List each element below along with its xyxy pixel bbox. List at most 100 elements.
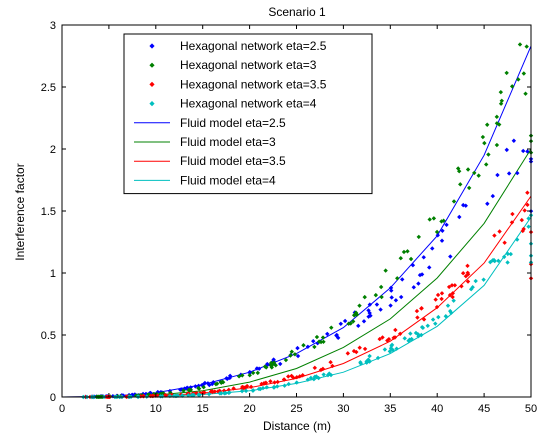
hexagonal-network-point <box>393 298 399 303</box>
x-axis-label: Distance (m) <box>263 419 331 433</box>
hexagonal-network-point <box>354 349 359 355</box>
hexagonal-network-point <box>193 384 198 389</box>
hexagonal-network-point <box>379 294 384 300</box>
hexagonal-network-point <box>199 382 205 388</box>
hexagonal-network-point <box>374 302 380 307</box>
hexagonal-network-point <box>525 202 530 208</box>
hexagonal-network-point <box>231 386 236 391</box>
hexagonal-network-point <box>295 345 300 351</box>
x-tick-label: 45 <box>478 403 490 415</box>
legend-label: Hexagonal network eta=3.5 <box>180 77 327 91</box>
hexagonal-network-point <box>436 314 441 320</box>
legend-label: Fluid model eta=4 <box>180 173 276 187</box>
hexagonal-network-point <box>393 327 398 333</box>
hexagonal-network-point <box>410 263 416 268</box>
hexagonal-network-point <box>525 149 530 154</box>
hexagonal-network-point <box>202 380 208 386</box>
hexagonal-network-point <box>375 355 381 361</box>
hexagonal-network-point <box>275 379 280 385</box>
hexagonal-network-point <box>305 377 311 382</box>
hexagonal-network-point <box>248 384 254 390</box>
hexagonal-network-point <box>186 393 191 398</box>
hexagonal-network-point <box>470 285 475 290</box>
hexagonal-network-point <box>224 376 229 381</box>
hexagonal-network-point <box>269 365 274 370</box>
hexagonal-network-point <box>311 338 316 344</box>
chart-title: Scenario 1 <box>268 5 326 19</box>
x-tick-label: 35 <box>384 403 396 415</box>
hexagonal-network-point <box>385 338 390 343</box>
hexagonal-network-point <box>430 246 435 251</box>
hexagonal-network-point <box>395 276 400 281</box>
hexagonal-network-point <box>264 385 270 390</box>
hexagonal-network-point <box>338 321 343 326</box>
hexagonal-network-point <box>490 193 496 199</box>
x-tick-label: 0 <box>59 403 65 415</box>
x-tick-label: 20 <box>243 403 255 415</box>
hexagonal-network-point <box>451 199 457 204</box>
hexagonal-network-point <box>434 229 440 235</box>
hexagonal-network-point <box>484 162 489 167</box>
hexagonal-network-point <box>361 319 367 324</box>
hexagonal-network-point <box>321 372 326 377</box>
y-tick-label: 1 <box>50 268 56 280</box>
hexagonal-network-point <box>446 284 452 290</box>
hexagonal-network-point <box>316 375 321 381</box>
hexagonal-network-point <box>329 325 334 330</box>
hexagonal-network-point <box>190 392 195 398</box>
hexagonal-network-point <box>389 288 394 293</box>
hexagonal-network-point <box>405 249 410 254</box>
hexagonal-network-point <box>391 335 396 341</box>
hexagonal-network-point <box>300 373 305 378</box>
hexagonal-network-point <box>398 331 403 336</box>
hexagonal-network-point <box>433 321 438 326</box>
hexagonal-network-point <box>509 220 515 225</box>
hexagonal-network-markers <box>81 42 534 400</box>
legend: Hexagonal network eta=2.5 Hexagonal netwo… <box>123 33 373 195</box>
hexagonal-network-point <box>383 268 388 273</box>
hexagonal-network-point <box>196 385 201 391</box>
hexagonal-network-point <box>416 281 421 286</box>
hexagonal-network-point <box>481 277 486 282</box>
hexagonal-network-point <box>465 263 470 269</box>
hexagonal-network-point <box>425 323 430 328</box>
hexagonal-network-point <box>294 374 300 380</box>
hexagonal-network-point <box>388 285 394 291</box>
hexagonal-network-point <box>243 388 249 394</box>
hexagonal-network-point <box>380 335 385 340</box>
legend-label: Hexagonal network eta=3 <box>180 58 317 72</box>
hexagonal-network-point <box>318 367 324 373</box>
hexagonal-network-point <box>294 380 299 385</box>
hexagonal-network-point <box>505 260 510 265</box>
y-tick-label: 0 <box>50 392 56 404</box>
hexagonal-network-point <box>288 353 293 358</box>
hexagonal-network-point <box>408 256 414 262</box>
hexagonal-network-point <box>286 381 291 387</box>
hexagonal-network-point <box>466 185 472 191</box>
hexagonal-network-point <box>265 361 270 367</box>
hexagonal-network-point <box>141 393 147 399</box>
hexagonal-network-point <box>388 303 393 308</box>
hexagonal-network-point <box>212 389 218 394</box>
x-tick-label: 15 <box>197 403 209 415</box>
hexagonal-network-point <box>521 71 527 76</box>
hexagonal-network-point <box>330 363 335 369</box>
y-tick-label: 2.5 <box>41 82 56 94</box>
hexagonal-network-point <box>312 344 317 350</box>
y-tick-label: 2 <box>50 144 56 156</box>
hexagonal-network-point <box>247 373 252 378</box>
hexagonal-network-point <box>335 335 341 341</box>
legend-box <box>123 33 373 195</box>
hexagonal-network-point <box>373 292 379 298</box>
hexagonal-network-point <box>227 390 232 395</box>
y-tick-label: 0.5 <box>41 330 56 342</box>
hexagonal-network-point <box>201 384 206 390</box>
hexagonal-network-point <box>196 383 201 389</box>
hexagonal-network-point <box>434 304 440 310</box>
hexagonal-network-point <box>435 233 440 238</box>
hexagonal-network-point <box>357 303 362 308</box>
hexagonal-network-point <box>362 294 367 300</box>
hexagonal-network-point <box>430 317 436 322</box>
hexagonal-network-point <box>525 190 530 195</box>
hexagonal-network-point <box>132 392 138 397</box>
